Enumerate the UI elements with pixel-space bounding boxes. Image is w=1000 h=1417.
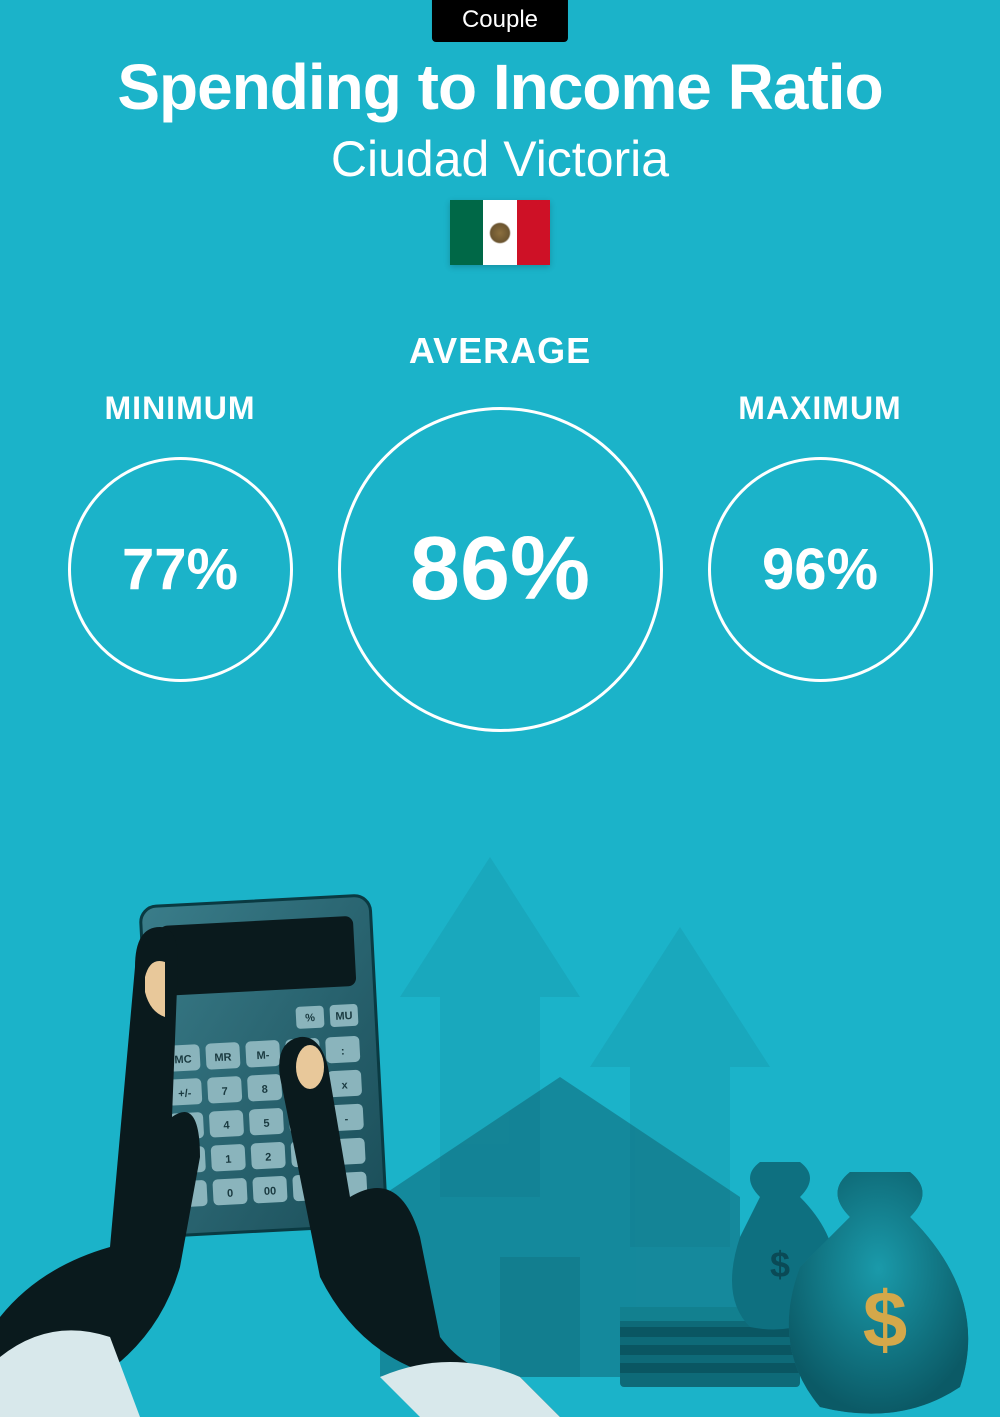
money-bag-icon: $ <box>732 1162 836 1330</box>
arrow-icon <box>400 857 580 1197</box>
metric-maximum: MAXIMUM 96% <box>680 330 960 682</box>
svg-text:5: 5 <box>263 1118 270 1130</box>
country-flag-mexico <box>450 200 550 265</box>
flag-emblem <box>489 222 511 244</box>
svg-text:x: x <box>341 1079 349 1091</box>
svg-text:2: 2 <box>265 1151 272 1163</box>
svg-text:1: 1 <box>225 1154 232 1166</box>
svg-text:+/-: +/- <box>178 1088 192 1101</box>
svg-text:%: % <box>305 1012 316 1025</box>
flag-stripe-green <box>450 200 483 265</box>
metrics-row: MINIMUM 77% AVERAGE 86% MAXIMUM 96% <box>0 330 1000 732</box>
svg-text:C/A: C/A <box>179 1155 199 1168</box>
metric-value-minimum: 77% <box>122 536 238 603</box>
illustration: $ $ <box>0 817 1000 1417</box>
category-badge: Couple <box>432 0 568 42</box>
svg-text:M-: M- <box>256 1049 270 1062</box>
metric-label-maximum: MAXIMUM <box>738 390 901 427</box>
calculator-icon: %MU MCMRM-M+: +/-789x ▶456- C/A123 000. <box>140 895 387 1237</box>
metric-label-minimum: MINIMUM <box>105 390 256 427</box>
metric-circle-average: 86% <box>338 407 663 732</box>
svg-text:.: . <box>308 1183 312 1195</box>
svg-text:-: - <box>344 1113 349 1125</box>
metric-minimum: MINIMUM 77% <box>40 330 320 682</box>
svg-text:$: $ <box>863 1275 908 1364</box>
svg-text:MU: MU <box>335 1010 353 1023</box>
cash-stack-icon <box>620 1307 800 1387</box>
hand-icon <box>0 927 200 1417</box>
money-bag-icon: $ <box>789 1172 968 1414</box>
hand-icon <box>279 1037 560 1417</box>
svg-text:M+: M+ <box>295 1047 311 1060</box>
metric-value-maximum: 96% <box>762 536 878 603</box>
svg-text:7: 7 <box>221 1086 228 1098</box>
svg-text:8: 8 <box>261 1084 268 1096</box>
svg-text:▶: ▶ <box>181 1122 192 1135</box>
svg-text:$: $ <box>770 1244 790 1285</box>
flag-stripe-red <box>517 200 550 265</box>
arrow-icon <box>590 927 770 1247</box>
metric-value-average: 86% <box>410 518 590 621</box>
house-icon <box>380 1077 740 1377</box>
metric-label-average: AVERAGE <box>409 330 591 372</box>
svg-text:9: 9 <box>301 1081 308 1093</box>
page-title: Spending to Income Ratio <box>0 50 1000 124</box>
svg-text:MR: MR <box>214 1051 232 1064</box>
svg-text:4: 4 <box>223 1120 231 1132</box>
svg-text:3: 3 <box>305 1149 312 1161</box>
city-subtitle: Ciudad Victoria <box>0 130 1000 188</box>
metric-circle-minimum: 77% <box>68 457 293 682</box>
svg-text:6: 6 <box>303 1115 310 1127</box>
metric-average: AVERAGE 86% <box>320 330 680 732</box>
svg-text:0: 0 <box>227 1188 234 1200</box>
svg-text::: : <box>341 1045 345 1057</box>
metric-circle-maximum: 96% <box>708 457 933 682</box>
svg-text:MC: MC <box>174 1054 192 1067</box>
svg-text:00: 00 <box>264 1185 277 1198</box>
